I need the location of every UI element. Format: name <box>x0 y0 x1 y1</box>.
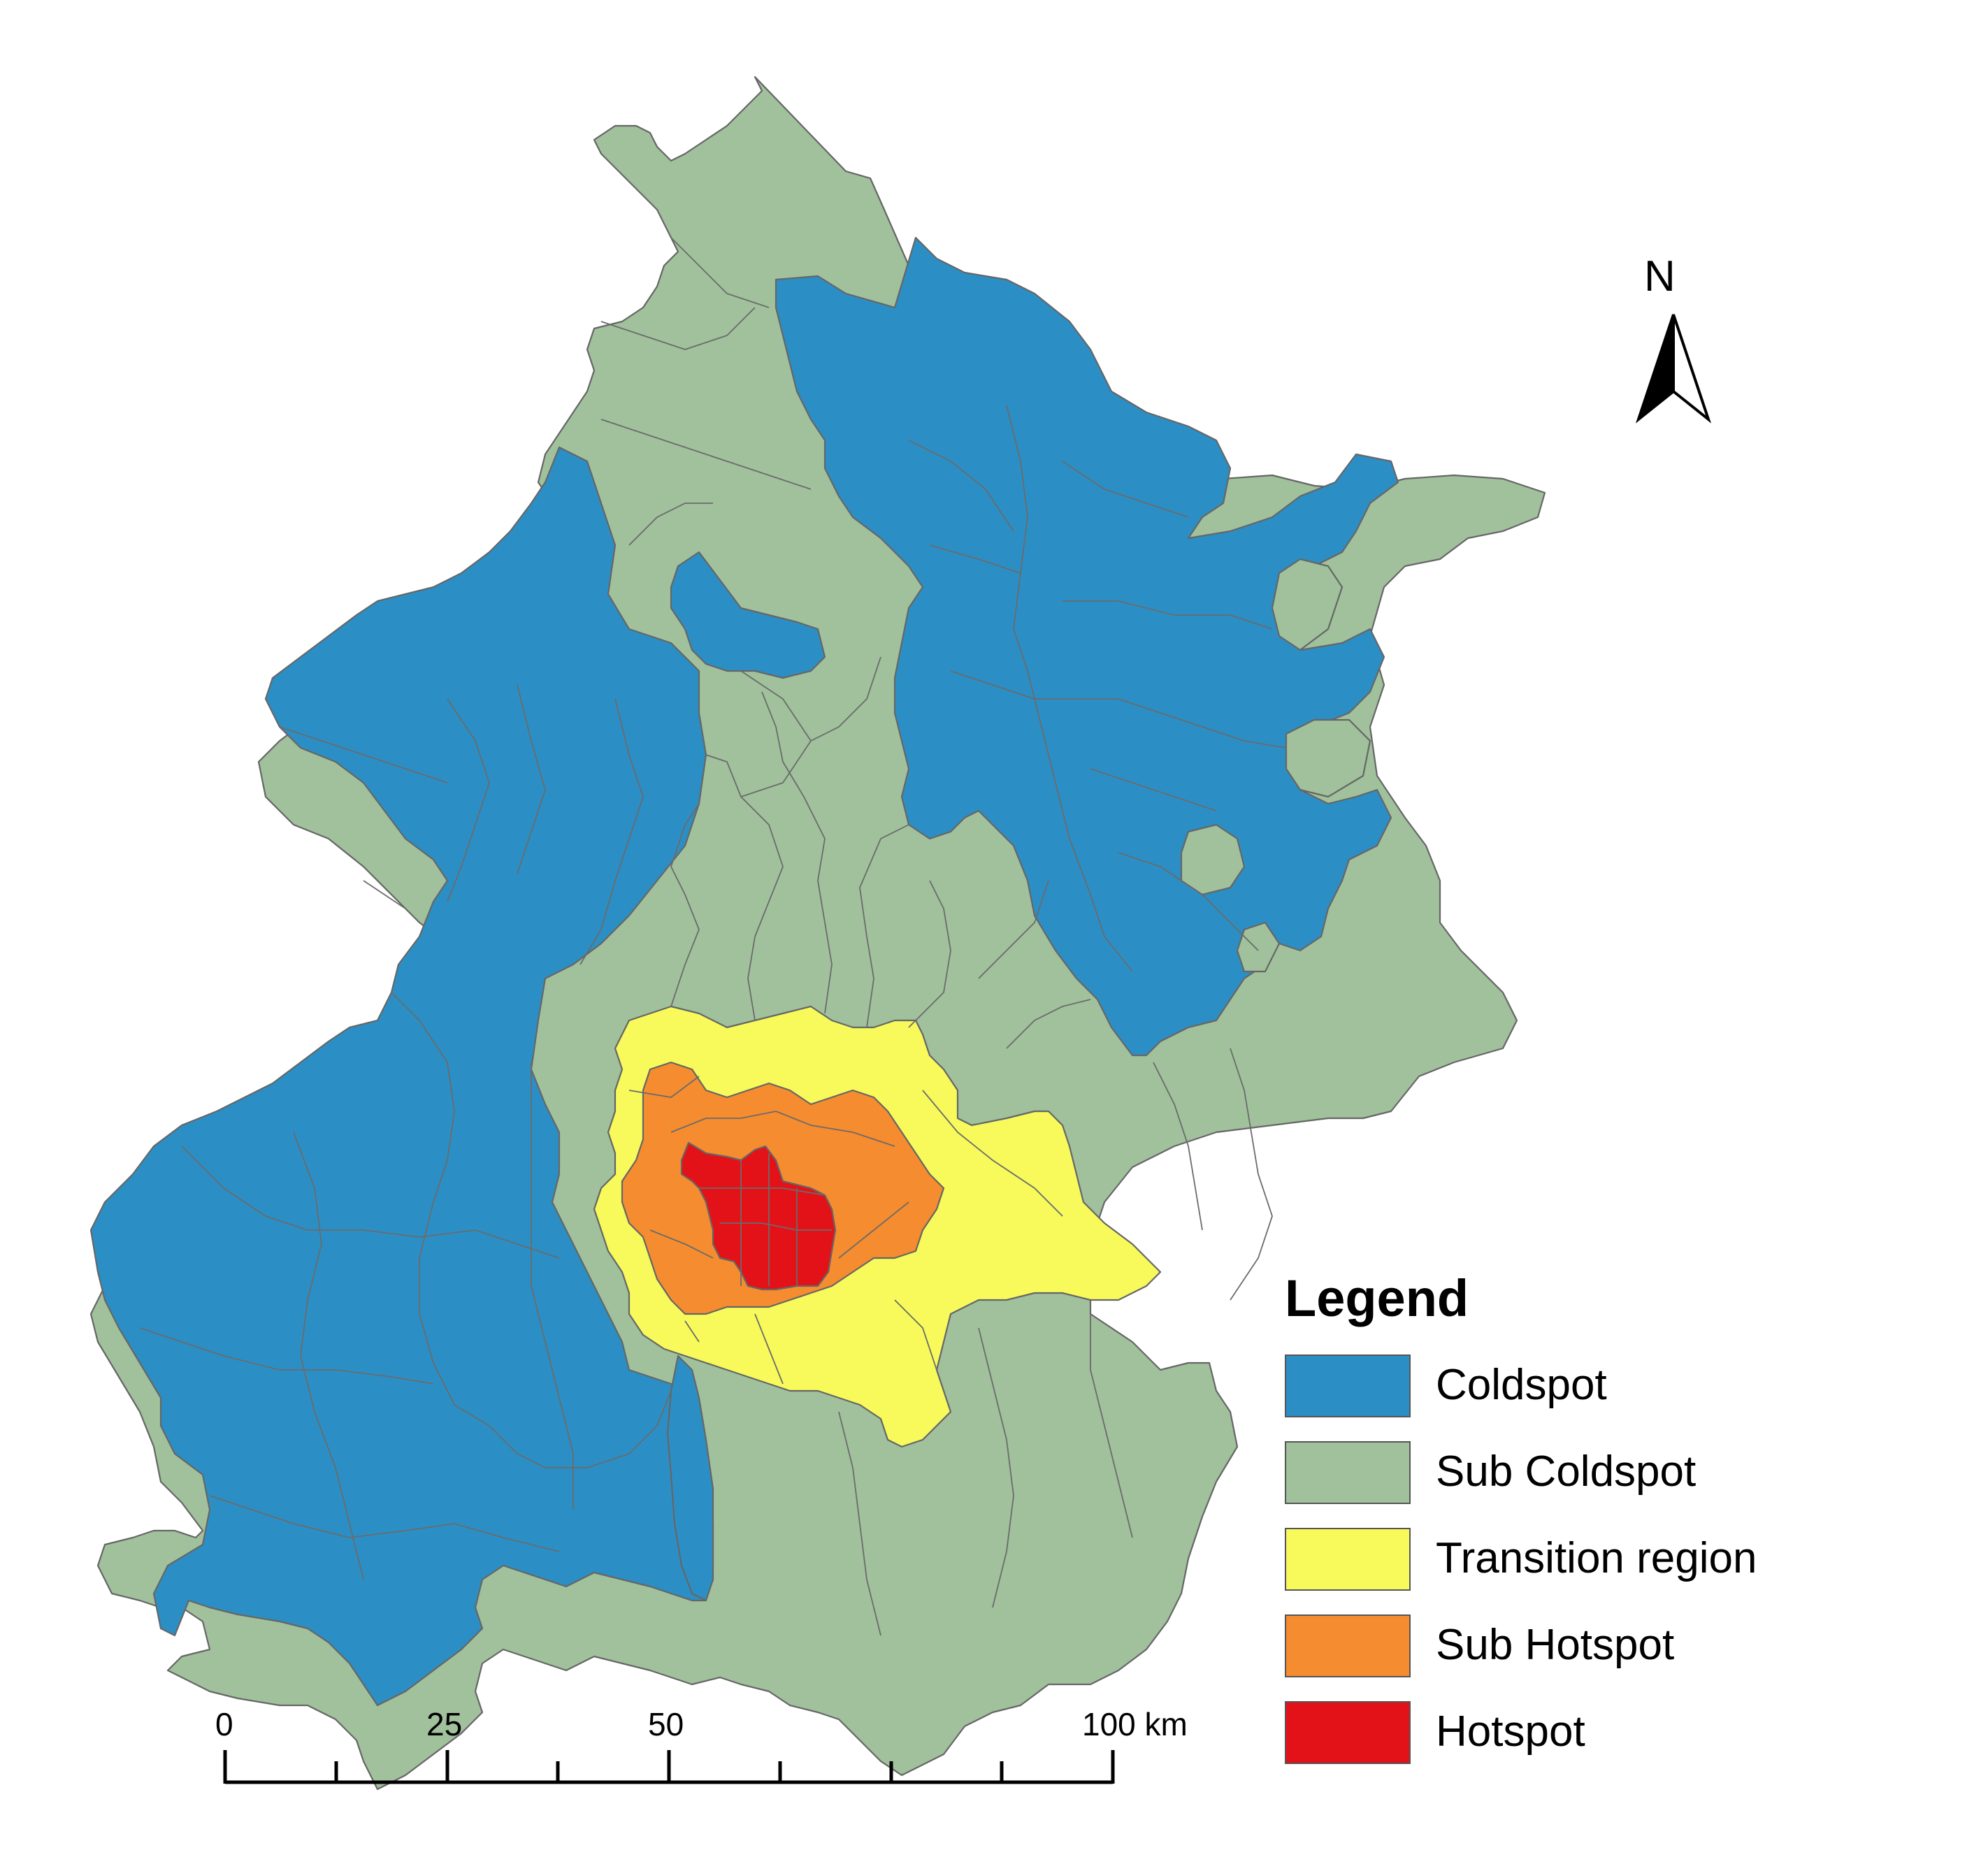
legend-item-transition-region: Transition region <box>1285 1528 1914 1592</box>
legend-swatch-sub-hotspot <box>1285 1614 1411 1677</box>
legend-item-hotspot: Hotspot <box>1285 1701 1914 1765</box>
scale-label-100-km: 100 km <box>1082 1706 1188 1742</box>
legend-title: Legend <box>1285 1269 1469 1327</box>
region-coldspot-northeast <box>775 236 1399 1057</box>
scale-bar <box>223 1750 1115 1784</box>
legend-swatch-sub-coldspot <box>1285 1441 1411 1504</box>
region-coldspot-upper-middle <box>670 551 826 679</box>
legend-item-sub-hotspot: Sub Hotspot <box>1285 1614 1914 1679</box>
north-label: N <box>1644 252 1676 301</box>
legend-item-sub-coldspot: Sub Coldspot <box>1285 1441 1914 1505</box>
region-coldspot-south-strip <box>666 1354 714 1602</box>
legend-label-transition-region: Transition region <box>1436 1534 1757 1582</box>
legend-label-coldspot: Coldspot <box>1436 1361 1607 1409</box>
legend-item-coldspot: Coldspot <box>1285 1354 1914 1419</box>
scale-label-25: 25 <box>426 1706 463 1742</box>
region-subcoldspot-island-1 <box>1180 823 1246 896</box>
legend-label-sub-coldspot: Sub Coldspot <box>1436 1447 1697 1496</box>
north-arrow-icon <box>1635 314 1712 424</box>
legend-swatch-hotspot <box>1285 1701 1411 1764</box>
region-subcoldspot-island-2 <box>1271 558 1344 651</box>
legend-label-sub-hotspot: Sub Hotspot <box>1436 1621 1675 1669</box>
scale-label-0: 0 <box>215 1706 233 1742</box>
legend-swatch-transition-region <box>1285 1528 1411 1591</box>
scale-label-50: 50 <box>648 1706 684 1742</box>
region-subcoldspot-island-4 <box>1236 921 1281 973</box>
district-boundaries <box>139 237 1287 1636</box>
legend-swatch-coldspot <box>1285 1354 1411 1417</box>
legend-label-hotspot: Hotspot <box>1436 1707 1585 1756</box>
region-subcoldspot-island-3 <box>1285 718 1371 798</box>
